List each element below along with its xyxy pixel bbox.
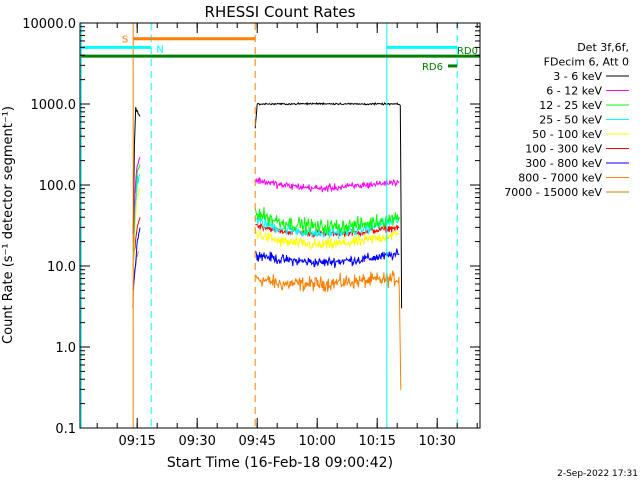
series-line-3-6-kev-segment-2 [254, 101, 403, 309]
legend-label-25-50-kev: 25 - 50 keV [539, 114, 602, 127]
y-tick-label: 10000.0 [22, 17, 76, 32]
x-tick-label: 10:30 [418, 434, 455, 449]
x-tick-label: 10:15 [358, 434, 395, 449]
y-axis-label: Count Rate (s⁻¹ detector segment⁻¹) [1, 106, 16, 344]
axes-layer: 0.1 1.0 10.0 100.0 1000.0 10000.0 09:15 09:30 09… [22, 17, 480, 449]
series-line-50-100-kev-segment-1 [132, 188, 141, 273]
legend-label-100-300-kev: 100 - 300 keV [525, 143, 602, 156]
markers-layer: S N RD0 RD6 [80, 23, 480, 428]
y-tick-label: 10.0 [47, 260, 76, 275]
legend-header-line-1: Det 3f,6f, [577, 41, 629, 54]
series-line-300-800-kev-segment-2 [254, 248, 400, 268]
series-line-300-800-kev-segment-1 [132, 227, 141, 291]
series-line-800-7000-kev-segment-2 [254, 270, 402, 391]
flag-label-rd0: RD0 [457, 46, 478, 57]
legend: Det 3f,6f, FDecim 6, Att 03 - 6 keV 6 - 12… [504, 41, 629, 199]
x-axis-label: Start Time (16-Feb-18 09:00:42) [167, 455, 393, 471]
series-line-6-12-kev-segment-1 [132, 156, 141, 242]
legend-label-12-25-kev: 12 - 25 keV [539, 99, 602, 112]
legend-label-800-7000-kev: 800 - 7000 keV [518, 172, 602, 185]
flag-label-rd6: RD6 [422, 62, 443, 73]
x-tick-label: 09:15 [118, 434, 155, 449]
legend-label-7000-15000-kev: 7000 - 15000 keV [504, 186, 602, 199]
x-tick-label: 09:45 [238, 434, 275, 449]
legend-label-50-100-kev: 50 - 100 keV [532, 128, 602, 141]
x-tick-label: 09:30 [178, 434, 215, 449]
series-line-3-6-kev-segment-1 [132, 107, 141, 234]
legend-header-line-2: FDecim 6, Att 0 [544, 56, 629, 69]
y-tick-label: 1000.0 [31, 98, 77, 113]
y-tick-label: 100.0 [39, 179, 76, 194]
x-tick-label: 10:00 [298, 434, 335, 449]
series-line-12-25-kev-segment-2 [254, 206, 400, 236]
footer-date: 2-Sep-2022 17:31 [557, 469, 638, 479]
series-line-50-100-kev-segment-2 [254, 229, 400, 251]
chart-title: RHESSI Count Rates [205, 3, 356, 21]
plot-frame [79, 22, 481, 429]
data-layer [132, 101, 403, 391]
legend-label-300-800-kev: 300 - 800 keV [525, 157, 602, 170]
series-line-6-12-kev-segment-2 [254, 177, 400, 193]
legend-label-6-12-kev: 6 - 12 keV [546, 85, 602, 98]
flag-label-s: S [122, 35, 128, 46]
legend-label-3-6-kev: 3 - 6 keV [553, 70, 602, 83]
flag-label-n: N [156, 44, 163, 55]
y-tick-label: 0.1 [55, 422, 76, 437]
y-tick-label: 1.0 [55, 341, 76, 356]
